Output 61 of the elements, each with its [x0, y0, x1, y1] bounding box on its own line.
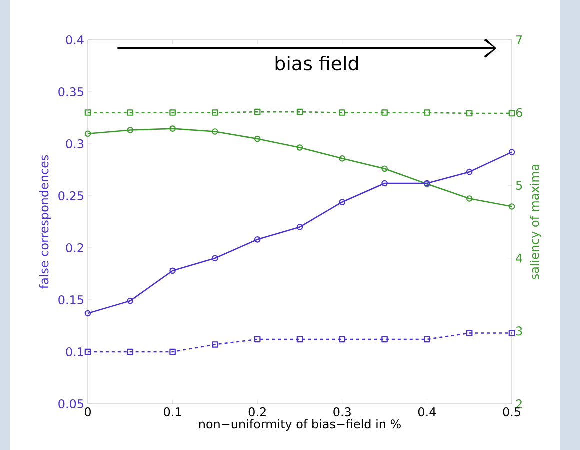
point — [466, 196, 473, 202]
point — [127, 127, 134, 134]
x-tick-label: 0.2 — [248, 408, 266, 417]
y-tick-label: 0.05 — [58, 399, 84, 409]
point — [382, 110, 388, 116]
annotation: bias field — [276, 56, 358, 71]
point — [254, 336, 261, 343]
point — [212, 255, 218, 262]
y-tick-label: 0.2 — [66, 243, 84, 253]
point — [127, 298, 134, 304]
point — [296, 336, 304, 343]
point — [254, 108, 261, 116]
point — [212, 128, 218, 135]
point — [170, 348, 176, 356]
y2-tick-label: 5 — [516, 181, 522, 190]
point — [84, 348, 92, 356]
x-tick-label: 0.4 — [418, 408, 436, 417]
x-tick-label: 0 — [84, 408, 92, 417]
point — [339, 336, 346, 343]
point — [339, 156, 346, 162]
point — [127, 110, 134, 116]
point — [170, 268, 176, 274]
y2-axis-title: saliency of maxima — [530, 164, 542, 280]
point — [382, 166, 388, 172]
y-tick-label: 0.4 — [66, 35, 84, 45]
point — [382, 336, 388, 343]
point — [296, 224, 304, 230]
y-tick-label: 0.15 — [58, 295, 84, 305]
point — [296, 108, 304, 116]
x-tick-label: 0.5 — [503, 408, 520, 417]
point — [254, 136, 261, 142]
y-axis-title: false correspondences — [39, 155, 52, 289]
point — [296, 144, 304, 151]
y-tick-label: 0.1 — [66, 347, 84, 357]
x-axis-title: non−uniformity of bias−field in % — [199, 419, 401, 431]
y2-tick-label: 6 — [516, 108, 522, 118]
point — [254, 236, 261, 243]
point — [508, 110, 516, 117]
point — [508, 330, 516, 336]
y2-tick-label: 7 — [516, 36, 522, 44]
point — [339, 110, 346, 116]
point — [84, 110, 92, 116]
point — [212, 342, 218, 348]
x-tick-label: 0.3 — [334, 408, 351, 417]
point — [212, 110, 218, 116]
y-tick-label: 0.3 — [66, 139, 84, 149]
point — [382, 180, 388, 187]
point — [424, 110, 430, 116]
y-tick-label: 0.35 — [58, 87, 84, 97]
point — [170, 126, 176, 132]
point — [466, 330, 473, 336]
y2-tick-label: 4 — [516, 254, 522, 263]
point — [424, 336, 430, 343]
point — [466, 168, 473, 176]
point — [339, 199, 346, 206]
point — [170, 110, 176, 116]
point — [127, 348, 134, 356]
x-tick-label: 0.1 — [164, 408, 182, 417]
point — [466, 110, 473, 117]
y-tick-label: 0.25 — [58, 191, 84, 201]
y2-tick-label: 3 — [516, 326, 522, 336]
